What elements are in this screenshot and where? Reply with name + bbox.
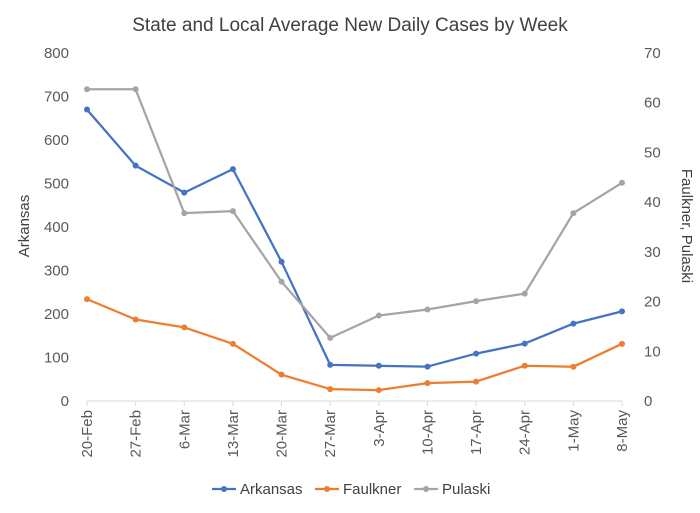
x-axis-tick-label: 13-Mar — [225, 410, 242, 458]
legend-label: Arkansas — [240, 481, 303, 498]
x-axis-tick-label: 17-Apr — [468, 410, 485, 455]
series-line-faulkner — [85, 297, 624, 392]
data-point-arkansas — [473, 350, 480, 357]
chart-title: State and Local Average New Daily Cases … — [132, 15, 568, 36]
left-axis-tick-label: 100 — [44, 350, 69, 367]
data-point-arkansas — [619, 308, 625, 315]
left-axis-tick-label: 800 — [44, 45, 69, 62]
left-axis-tick-label: 500 — [44, 176, 69, 193]
data-point-arkansas — [570, 320, 577, 327]
series-pulaski — [84, 86, 625, 341]
data-point-faulkner — [619, 340, 625, 347]
data-point-faulkner — [473, 378, 480, 385]
x-axis-tick-label: 1-May — [565, 410, 582, 452]
legend-label: Faulkner — [343, 481, 401, 498]
series-arkansas — [84, 106, 625, 370]
right-axis-title: Faulkner, Pulaski — [678, 169, 695, 283]
right-axis-tick-label: 30 — [644, 244, 661, 261]
legend: Arkansas Faulkner Pulaski — [212, 481, 490, 498]
data-point-faulkner — [132, 316, 139, 323]
data-point-faulkner — [424, 380, 431, 387]
legend-marker — [221, 486, 227, 492]
data-point-arkansas — [84, 106, 90, 113]
data-point-pulaski — [229, 208, 236, 215]
data-point-pulaski — [132, 86, 139, 93]
series-faulkner — [84, 296, 625, 394]
data-point-pulaski — [278, 278, 285, 285]
data-point-faulkner — [327, 386, 334, 393]
right-axis-tick-label: 60 — [644, 95, 661, 112]
data-point-arkansas — [375, 362, 382, 369]
data-point-pulaski — [181, 210, 188, 217]
x-axis-ticks: 20-Feb 27-Feb 6-Mar 13-Mar 20-Mar 27-Mar 3-Apr… — [79, 401, 631, 458]
right-axis-tick-label: 0 — [644, 393, 652, 410]
data-point-faulkner — [375, 387, 382, 394]
data-point-arkansas — [424, 363, 431, 370]
left-axis-tick-label: 300 — [44, 263, 69, 280]
left-axis-tick-label: 400 — [44, 219, 69, 236]
data-point-arkansas — [278, 258, 285, 265]
left-axis-tick-label: 0 — [61, 393, 69, 410]
data-point-arkansas — [327, 361, 334, 368]
right-axis-ticks: 0 10 20 30 40 50 60 70 — [644, 45, 661, 410]
data-point-faulkner — [84, 296, 90, 303]
x-axis-tick-label: 20-Mar — [274, 410, 291, 458]
right-axis-tick-label: 40 — [644, 194, 661, 211]
data-point-pulaski — [424, 306, 431, 313]
data-point-pulaski — [619, 179, 625, 186]
x-axis-tick-label: 6-Mar — [176, 410, 193, 449]
x-axis-tick-label: 27-Feb — [128, 410, 145, 458]
x-axis-tick-label: 8-May — [614, 410, 631, 452]
left-axis-ticks: 0 100 200 300 400 500 600 700 800 — [44, 45, 69, 410]
data-point-faulkner — [570, 363, 577, 370]
legend-item-faulkner: Faulkner — [315, 481, 401, 498]
legend-label: Pulaski — [442, 481, 490, 498]
x-axis-tick-label: 24-Apr — [517, 410, 534, 455]
legend-item-arkansas: Arkansas — [212, 481, 303, 498]
data-point-faulkner — [521, 362, 528, 369]
data-point-arkansas — [521, 340, 528, 347]
x-axis-tick-label: 10-Apr — [419, 410, 436, 455]
data-point-pulaski — [570, 210, 577, 217]
data-point-arkansas — [181, 189, 188, 196]
left-axis-tick-label: 600 — [44, 132, 69, 149]
x-axis-tick-label: 20-Feb — [79, 410, 96, 458]
left-axis-tick-label: 200 — [44, 306, 69, 323]
right-axis-tick-label: 20 — [644, 294, 661, 311]
data-point-arkansas — [132, 162, 139, 169]
data-point-pulaski — [473, 298, 480, 305]
series-layer — [84, 86, 625, 394]
x-axis-tick-label: 3-Apr — [371, 410, 388, 447]
legend-marker — [423, 486, 429, 492]
x-axis-tick-label: 27-Mar — [322, 410, 339, 458]
data-point-faulkner — [229, 340, 236, 347]
data-point-faulkner — [278, 371, 285, 378]
data-point-pulaski — [84, 86, 90, 93]
left-axis-title: Arkansas — [16, 195, 33, 258]
legend-item-pulaski: Pulaski — [414, 481, 490, 498]
right-axis-tick-label: 70 — [644, 45, 661, 62]
data-point-pulaski — [521, 290, 528, 297]
left-axis-tick-label: 700 — [44, 89, 69, 106]
legend-marker — [324, 486, 330, 492]
series-line-pulaski — [85, 88, 624, 340]
right-axis-tick-label: 50 — [644, 144, 661, 161]
data-point-faulkner — [181, 324, 188, 331]
data-point-pulaski — [375, 312, 382, 319]
right-axis-tick-label: 10 — [644, 343, 661, 360]
data-point-pulaski — [327, 334, 334, 341]
series-line-arkansas — [85, 108, 624, 368]
data-point-arkansas — [229, 166, 236, 173]
